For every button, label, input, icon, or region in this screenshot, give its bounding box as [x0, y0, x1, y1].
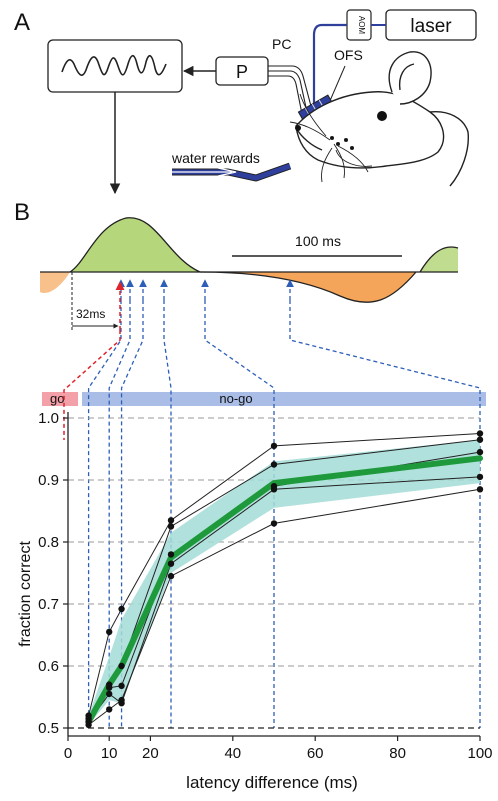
x-tick-label: 80 [389, 745, 406, 762]
subject-point [106, 684, 113, 691]
subject-point [167, 523, 175, 530]
optical-fiber [312, 23, 347, 112]
subject-point [106, 690, 113, 698]
subject-point [270, 520, 278, 527]
subject-point [118, 662, 125, 670]
subject-point [476, 436, 484, 443]
y-tick-label: 0.8 [38, 534, 59, 551]
subject-point [476, 430, 484, 437]
pc-wire-1 [268, 65, 313, 111]
y-tick-label: 0.7 [38, 596, 59, 613]
guide-line [120, 300, 144, 728]
panel-b-label: B [14, 199, 30, 226]
subject-line [88, 476, 481, 723]
guide-line [204, 300, 275, 728]
guide-line [108, 300, 131, 728]
y-tick-label: 1.0 [38, 410, 59, 427]
subject-point [476, 473, 484, 481]
nogo-label: no-go [219, 391, 252, 406]
subject-line [88, 433, 481, 716]
x-tick-label: 20 [142, 745, 159, 762]
subject-point [167, 572, 175, 580]
nogo-bar [82, 392, 486, 406]
water-reward-tube [172, 162, 292, 182]
x-tick-label: 60 [307, 745, 324, 762]
lfp-negative-lobe [200, 272, 416, 303]
laser-label: laser [410, 16, 452, 37]
subject-point [106, 706, 113, 713]
lfp-left-negative [40, 272, 70, 294]
mean-line [85, 455, 483, 725]
panel-a-label: A [14, 9, 30, 36]
subject-point [167, 517, 175, 524]
signal-display [47, 39, 183, 93]
lfp-right-positive [420, 247, 458, 272]
subject-point [167, 551, 175, 558]
subject-point [118, 605, 125, 613]
water-rewards-label: water rewards [171, 150, 260, 166]
x-tick-label: 0 [64, 745, 72, 762]
subject-point [270, 486, 278, 493]
x-axis-label: latency difference (ms) [186, 773, 358, 792]
subject-line [88, 488, 481, 726]
lfp-positive-lobe [70, 217, 200, 272]
y-tick-label: 0.5 [38, 720, 59, 737]
subject-point [167, 560, 175, 567]
go-label: go [50, 391, 64, 406]
x-tick-label: 100 [467, 745, 492, 762]
subject-point [106, 628, 113, 636]
x-tick-label: 10 [101, 745, 118, 762]
go-bar [42, 392, 78, 406]
fraction-correct-chart: 0.5 0.6 0.7 0.8 0.9 1.0 0 10 20 40 60 80 100 [38, 410, 492, 762]
preamp-box: P [215, 56, 269, 86]
confidence-band [88, 439, 480, 725]
pc-label: PC [272, 36, 291, 52]
y-axis-label: fraction correct [17, 541, 34, 647]
subject-point [85, 721, 92, 729]
subject-point [118, 696, 125, 704]
guide-line [289, 300, 481, 728]
signal-trace [61, 54, 167, 76]
aom-label: AOM [357, 16, 366, 35]
latency-guides [63, 279, 481, 728]
subject-point [476, 486, 484, 493]
scale-bar-label: 100 ms [295, 233, 341, 249]
x-tick-label: 40 [224, 745, 241, 762]
mouse-whiskers [289, 93, 373, 183]
y-tick-label: 0.6 [38, 658, 59, 675]
offset-label: 32ms [76, 307, 105, 321]
preamp-label: P [236, 62, 248, 82]
subject-point [270, 442, 278, 450]
y-tick-label: 0.9 [38, 472, 59, 489]
pc-wire-3 [268, 75, 303, 115]
aom-box: AOM [346, 9, 372, 41]
lfp-waveform [40, 217, 459, 303]
mouse-illustration [295, 51, 469, 187]
laser-box: laser [385, 9, 477, 41]
guide-line [87, 300, 122, 728]
subject-point [118, 682, 125, 690]
guide-line [163, 300, 172, 728]
subject-point [270, 461, 278, 468]
subject-point [476, 448, 484, 456]
pc-wire-2 [268, 70, 308, 113]
go-guide-line [63, 330, 121, 440]
ofs-label: OFS [334, 47, 363, 63]
